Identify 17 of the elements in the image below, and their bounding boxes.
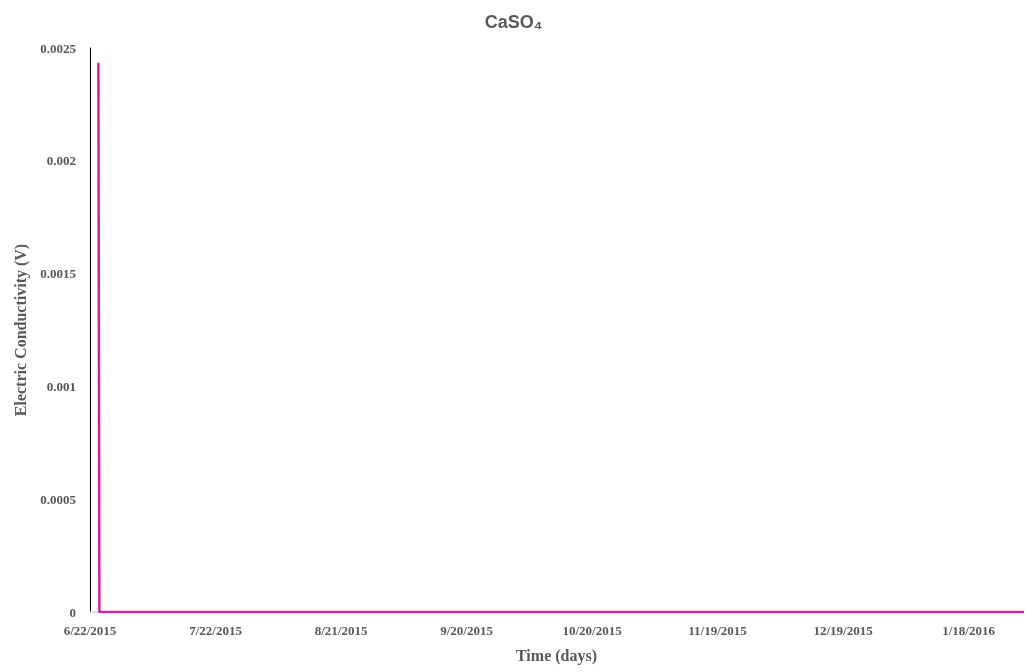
y-tick-label: 0.0015 [40,266,77,282]
y-tick-label: 0.0005 [40,491,77,507]
y-tick-label: 0 [69,604,76,620]
x-tick-label: 7/22/2015 [189,623,243,638]
chart-title: CaSO₄ [484,12,543,32]
x-tick-label: 12/19/2015 [813,623,874,638]
y-tick-label: 0.001 [46,378,76,394]
x-tick-label: 6/22/2015 [63,623,117,638]
x-tick-label: 10/20/2015 [562,623,623,638]
y-tick-label: 0.002 [46,153,76,169]
x-tick-label: 11/19/2015 [688,623,748,638]
y-axis-title: Electric Conductivity (V) [11,243,30,417]
x-tick-label: 9/20/2015 [440,623,494,638]
y-tick-label: 0.0025 [40,40,77,56]
x-tick-label: 1/18/2016 [942,623,996,638]
x-axis-title: Time (days) [515,646,598,665]
x-tick-label: 8/21/2015 [314,623,368,638]
